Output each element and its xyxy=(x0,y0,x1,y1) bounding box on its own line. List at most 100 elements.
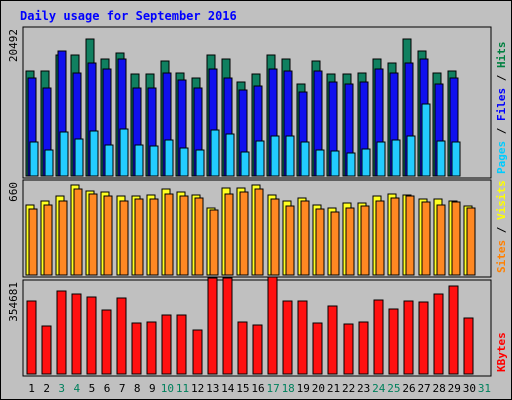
x-tick-label: 5 xyxy=(89,382,96,395)
bottom_panel-bar-kbytes xyxy=(71,293,82,375)
middle_panel-bar-sites xyxy=(103,195,113,276)
bottom_panel-bar-kbytes xyxy=(358,321,369,375)
bottom_panel-max-label: 354681 xyxy=(7,282,20,322)
bottom_panel-bar-kbytes xyxy=(282,300,293,375)
bottom_panel-bar-kbytes xyxy=(267,276,278,375)
x-tick-label: 17 xyxy=(266,382,279,395)
top_panel-bar-pages xyxy=(315,149,325,177)
middle_panel-bar-sites xyxy=(360,205,370,276)
middle_panel-bar-sites xyxy=(436,204,446,276)
x-tick-label: 19 xyxy=(297,382,310,395)
top_panel-bar-pages xyxy=(179,147,189,177)
bottom_panel-bar-kbytes xyxy=(26,300,37,375)
bottom_panel-legend-item: KBytes xyxy=(495,332,508,372)
bottom_panel-bar-kbytes xyxy=(176,314,187,375)
top_panel-legend-separator: / xyxy=(495,68,508,88)
x-tick-label: 27 xyxy=(417,382,430,395)
bottom_panel-bar-kbytes xyxy=(433,293,444,375)
x-tick-label: 16 xyxy=(251,382,264,395)
x-tick-label: 26 xyxy=(402,382,415,395)
top_panel-bar-pages xyxy=(436,140,446,177)
x-tick-label: 7 xyxy=(119,382,126,395)
bottom_panel-bar-kbytes xyxy=(192,329,203,375)
middle_panel-bar-sites xyxy=(345,207,355,276)
top_panel-max-label: 20492 xyxy=(7,29,20,62)
top_panel-bar-pages xyxy=(285,135,295,177)
x-tick-label: 15 xyxy=(236,382,249,395)
x-tick-label: 2 xyxy=(43,382,50,395)
top_panel-bar-pages xyxy=(89,130,99,177)
top_panel-bar-pages xyxy=(346,152,356,177)
x-tick-label: 20 xyxy=(312,382,325,395)
middle_panel-bar-sites xyxy=(421,201,431,276)
x-tick-label: 21 xyxy=(327,382,340,395)
middle_panel-bar-sites xyxy=(300,200,310,276)
top_panel-legend: Pages / Files / Hits xyxy=(495,42,508,175)
top_panel-bar-pages xyxy=(451,141,461,177)
middle_panel-bar-sites xyxy=(315,208,325,276)
x-tick-label: 11 xyxy=(176,382,189,395)
middle_panel-legend: Sites / Visits xyxy=(495,180,508,273)
middle_panel-bar-sites xyxy=(179,195,189,276)
top_panel-legend-item: Files xyxy=(495,88,508,121)
x-tick-label: 9 xyxy=(149,382,156,395)
top_panel-bar-pages xyxy=(59,131,69,177)
bottom_panel-bar-kbytes xyxy=(448,285,459,375)
x-tick-label: 24 xyxy=(372,382,386,395)
middle_panel-bar-sites xyxy=(164,193,174,276)
top_panel-bar-pages xyxy=(44,149,54,177)
top_panel-bar-pages xyxy=(255,140,265,177)
middle_panel-legend-item: Sites xyxy=(495,240,508,273)
bottom_panel-bar-kbytes xyxy=(327,305,338,375)
x-tick-label: 30 xyxy=(463,382,476,395)
top_panel-bar-pages xyxy=(225,133,235,177)
x-tick-label: 29 xyxy=(448,382,461,395)
bottom_panel-bar-kbytes xyxy=(56,290,67,375)
x-tick-label: 10 xyxy=(161,382,174,395)
middle_panel-bar-sites xyxy=(73,188,83,276)
top_panel-bar-pages xyxy=(376,141,386,177)
bottom_panel-bar-kbytes xyxy=(343,323,354,375)
x-tick-label: 3 xyxy=(58,382,65,395)
middle_panel-bar-sites xyxy=(270,198,280,276)
top_panel-bar-pages xyxy=(74,138,84,177)
top_panel-bar-pages xyxy=(361,148,371,177)
bottom_panel-bar-kbytes xyxy=(161,314,172,375)
bottom_panel-bar-kbytes xyxy=(463,317,474,375)
chart-title: Daily usage for September 2016 xyxy=(20,9,237,23)
bottom_panel-bar-kbytes xyxy=(297,300,308,375)
middle_panel-bar-sites xyxy=(224,193,234,276)
bottom_panel-bar-kbytes xyxy=(116,297,127,375)
top_panel-legend-separator: / xyxy=(495,121,508,141)
top_panel-bar-pages xyxy=(421,103,431,177)
bottom_panel-bar-kbytes xyxy=(207,277,218,375)
bottom_panel-bar-kbytes xyxy=(252,324,263,375)
middle_panel-bar-sites xyxy=(209,209,219,276)
bottom_panel-bar-kbytes xyxy=(41,325,52,375)
top_panel-bar-pages xyxy=(240,151,250,177)
bottom_panel-bar-kbytes xyxy=(86,296,97,375)
top_panel-bar-pages xyxy=(270,135,280,177)
bottom_panel-bar-kbytes xyxy=(237,321,248,375)
middle_panel-bar-sites xyxy=(330,211,340,276)
bottom_panel-bar-kbytes xyxy=(101,309,112,375)
x-tick-label: 22 xyxy=(342,382,355,395)
bottom_panel-bar-kbytes xyxy=(388,308,399,375)
middle_panel-bar-sites xyxy=(43,204,53,276)
middle_panel-bar-sites xyxy=(149,198,159,276)
middle_panel-bar-sites xyxy=(239,191,249,276)
top_panel-bar-pages xyxy=(330,150,340,177)
bottom_panel-bar-kbytes xyxy=(312,322,323,375)
bottom_panel-bar-kbytes xyxy=(146,321,157,375)
middle_panel-bar-sites xyxy=(390,197,400,276)
middle_panel-max-label: 660 xyxy=(7,182,20,202)
middle_panel-bar-sites xyxy=(466,207,476,276)
top_panel-bar-pages xyxy=(195,149,205,177)
x-tick-label: 23 xyxy=(357,382,370,395)
top_panel-bar-pages xyxy=(134,144,144,177)
top_panel-bar-pages xyxy=(29,141,39,177)
middle_panel-bar-sites xyxy=(119,200,129,276)
x-tick-label: 25 xyxy=(387,382,400,395)
x-tick-label: 6 xyxy=(104,382,111,395)
middle_panel-legend-item: Visits xyxy=(495,180,508,220)
